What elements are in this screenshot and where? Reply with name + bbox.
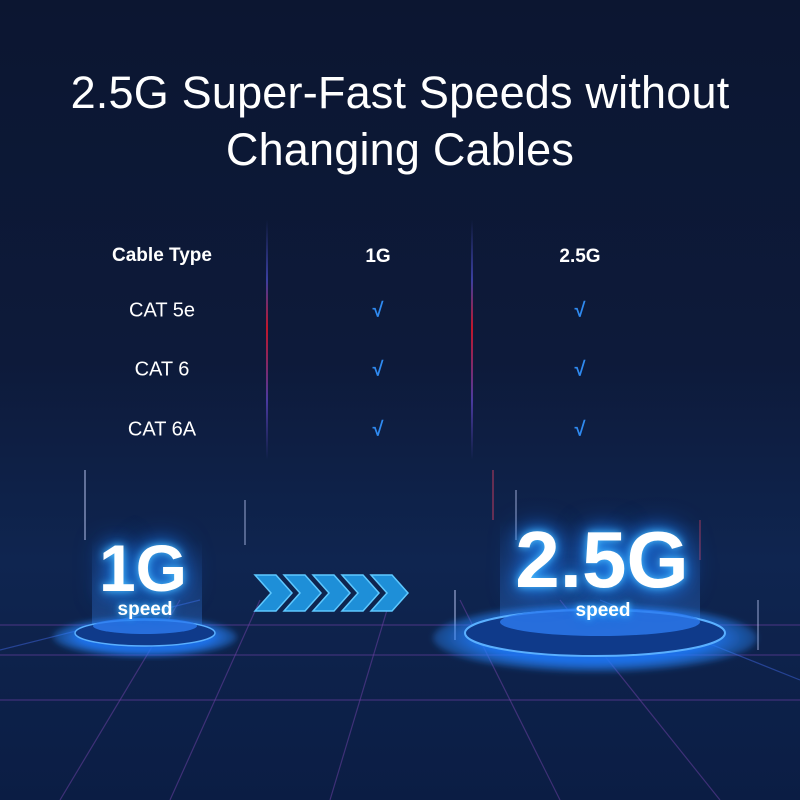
check-icon: √ [574,299,586,322]
right-pedestal [433,520,757,672]
left-pedestal [53,540,237,657]
speed-2-5g-value: 2.5G [515,515,689,604]
chevron-arrows-icon [253,574,410,612]
speed-1g-label: speed [117,599,173,620]
speed-2-5g-label: speed [575,600,631,621]
header-2-5g: 2.5G [559,246,601,267]
column-divider [471,220,473,460]
cable-type-cell: CAT 6 [134,358,190,381]
page-title: 2.5G Super-Fast Speeds without Changing … [0,64,800,178]
check-icon: √ [372,299,384,322]
check-icon: √ [372,418,384,441]
cable-type-cell: CAT 6A [127,418,197,441]
title-line-2: Changing Cables [225,124,575,175]
check-icon: √ [574,418,586,441]
header-1g: 1G [365,246,391,267]
header-cable-type: Cable Type [112,245,212,266]
check-icon: √ [574,358,586,381]
column-divider [266,220,268,460]
check-icon: √ [372,358,384,381]
speed-1g-value: 1G [98,531,188,605]
cable-type-cell: CAT 5e [129,299,195,322]
title-line-1: 2.5G Super-Fast Speeds without [70,67,730,118]
